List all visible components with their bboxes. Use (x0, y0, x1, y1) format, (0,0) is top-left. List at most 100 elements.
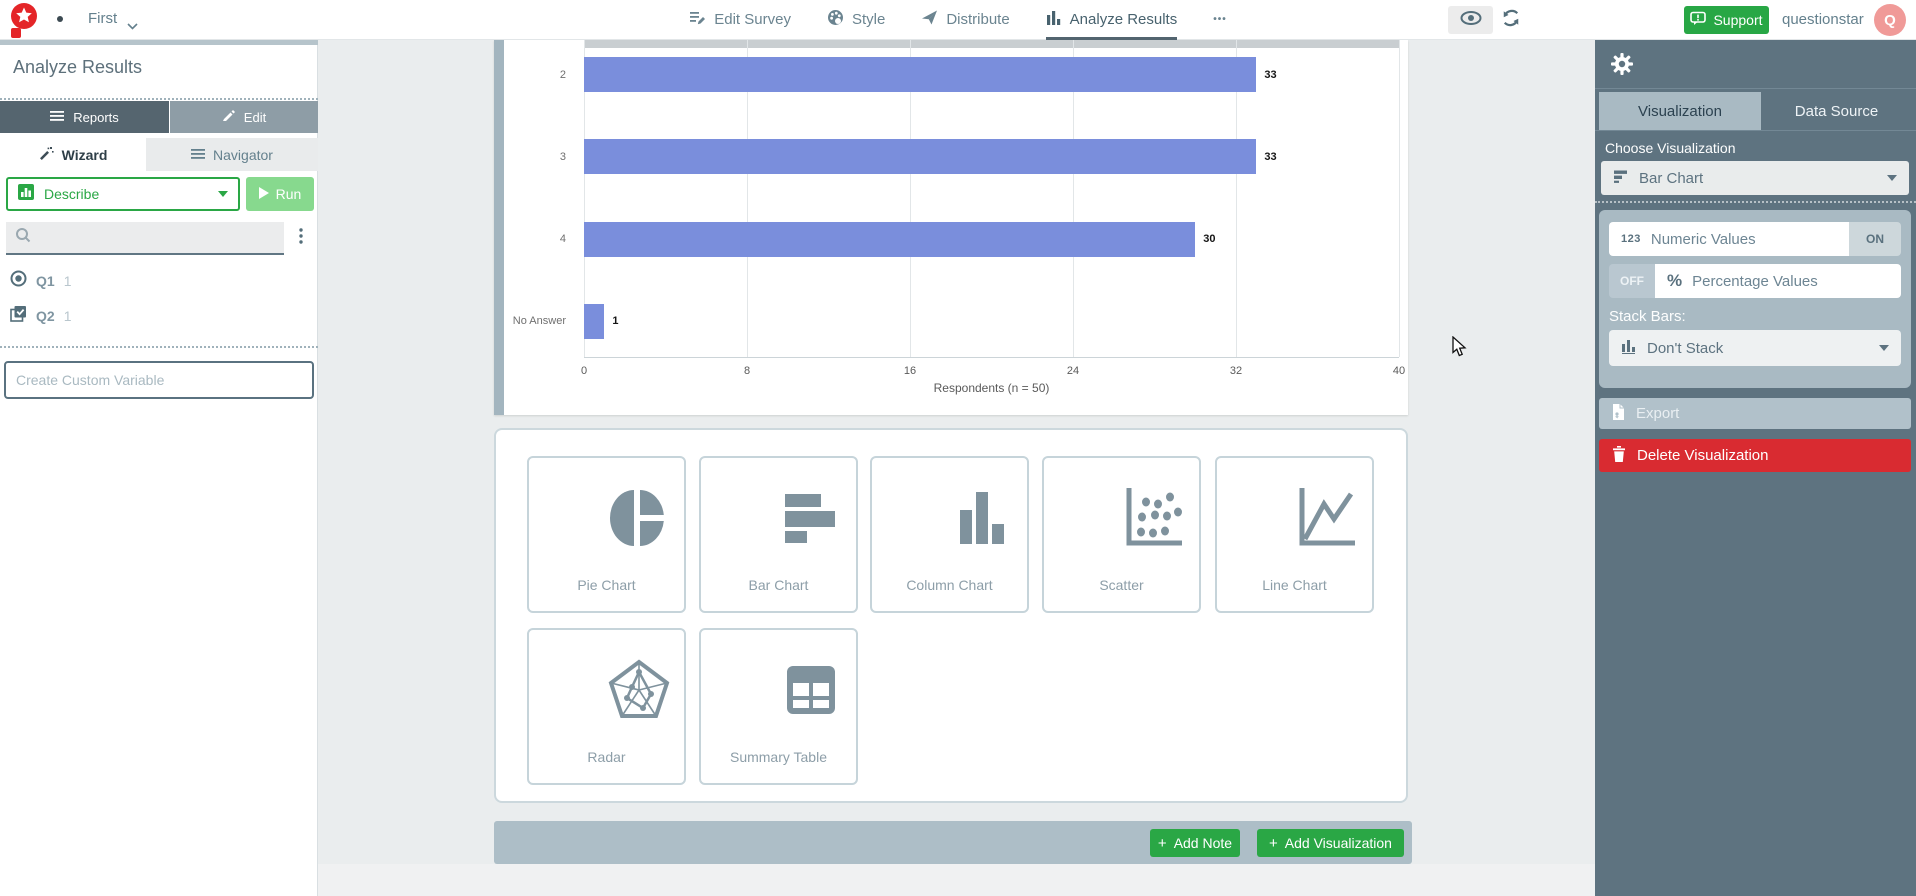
reports-button[interactable]: Reports (0, 101, 169, 133)
stacked-bars-icon (1621, 338, 1637, 359)
add-visualization-button[interactable]: + Add Visualization (1257, 829, 1404, 857)
refresh-button[interactable] (1498, 8, 1524, 32)
run-button[interactable]: Run (246, 177, 314, 211)
gridline (584, 40, 585, 357)
paper-plane-icon (921, 9, 938, 30)
bar-value-label: 33 (1264, 68, 1277, 81)
export-label: Export (1636, 405, 1680, 422)
checkbox-question-icon (10, 305, 27, 327)
x-tick-label: 40 (1392, 365, 1406, 377)
divider (0, 346, 318, 348)
tab-wizard[interactable]: Wizard (0, 138, 146, 171)
tile-summary-table[interactable]: Summary Table (699, 628, 858, 785)
card-accent-strip (494, 40, 504, 415)
panel-tab-visualization[interactable]: Visualization (1599, 92, 1761, 130)
sidebar-top-strip (0, 40, 318, 45)
tab-style[interactable]: Style (827, 0, 885, 40)
tab-more[interactable]: ••• (1213, 0, 1227, 40)
file-icon (1612, 403, 1625, 424)
percentage-values-label: Percentage Values (1692, 272, 1818, 290)
search-icon (15, 227, 31, 248)
delete-visualization-button[interactable]: Delete Visualization (1599, 439, 1911, 472)
tab-navigator[interactable]: Navigator (146, 138, 318, 171)
gridline (747, 40, 748, 357)
tile-label: Scatter (1099, 577, 1144, 593)
tab-label: Analyze Results (1069, 11, 1178, 28)
gridline (910, 40, 911, 357)
tile-column-chart[interactable]: Column Chart (870, 456, 1029, 613)
bar-chart-icon (1046, 10, 1062, 30)
support-label: Support (1713, 12, 1763, 28)
edit-button[interactable]: Edit (170, 101, 318, 133)
panel-tab-label: Data Source (1794, 102, 1879, 120)
percentage-values-row: % Percentage Values (1655, 264, 1901, 298)
tile-line-chart[interactable]: Line Chart (1215, 456, 1374, 613)
radio-question-icon (10, 270, 27, 292)
category-label: 3 (559, 150, 566, 163)
edit-label: Edit (243, 109, 267, 125)
tile-scatter[interactable]: Scatter (1042, 456, 1201, 613)
reports-label: Reports (73, 109, 119, 125)
question-count: 1 (63, 308, 72, 324)
panel-tab-data-source[interactable]: Data Source (1761, 92, 1912, 130)
percentage-values-state[interactable]: OFF (1609, 264, 1655, 298)
tile-label: Line Chart (1262, 577, 1327, 593)
navigator-label: Navigator (213, 146, 273, 163)
stack-bars-select[interactable]: Don't Stack (1609, 330, 1901, 366)
analysis-type-select[interactable]: Describe (6, 177, 240, 211)
stack-bars-label: Stack Bars: (1609, 308, 1686, 325)
gridline (1399, 40, 1400, 357)
add-note-button[interactable]: + Add Note (1150, 829, 1240, 857)
visualization-settings-panel: Visualization Data Source Choose Visuali… (1595, 40, 1916, 896)
tile-label: Column Chart (906, 577, 993, 593)
numeric-values-toggle[interactable]: 123 Numeric Values ON (1609, 222, 1901, 256)
bar-2 (584, 57, 1257, 92)
numeric-values-state[interactable]: ON (1849, 222, 1901, 256)
create-custom-variable-input[interactable] (4, 361, 314, 399)
preview-button[interactable] (1448, 6, 1493, 34)
tile-pie-chart[interactable]: Pie Chart (527, 456, 686, 613)
question-search[interactable] (6, 222, 284, 255)
tile-label: Summary Table (729, 749, 827, 765)
workspace-bullet (57, 16, 63, 22)
percentage-values-toggle[interactable]: OFF % Percentage Values (1609, 264, 1901, 298)
tab-analyze-results[interactable]: Analyze Results (1045, 0, 1178, 40)
question-row-q2[interactable]: Q2 1 (0, 303, 318, 329)
sidebar-title: Analyze Results (13, 57, 143, 77)
gridline (1073, 40, 1074, 357)
mouse-cursor (1452, 335, 1467, 362)
x-tick-label: 32 (1229, 365, 1243, 377)
plus-icon: + (1157, 834, 1167, 852)
plus-icon: + (1269, 834, 1278, 852)
export-button[interactable]: Export (1599, 398, 1911, 429)
magic-wand-icon (39, 146, 54, 164)
bar-no-answer (584, 303, 605, 339)
wizard-label: Wizard (61, 146, 108, 163)
search-input[interactable] (39, 229, 275, 246)
visualization-type-select[interactable]: Bar Chart (1601, 161, 1909, 195)
numeric-icon: 123 (1621, 233, 1641, 245)
edit-survey-icon (689, 9, 706, 30)
category-label: 2 (559, 68, 566, 81)
chevron-down-icon[interactable] (127, 17, 138, 35)
bar-4 (584, 221, 1196, 257)
tile-label: Bar Chart (748, 577, 809, 593)
support-button[interactable]: Support (1684, 6, 1769, 34)
question-menu-button[interactable] (288, 222, 314, 255)
workspace-name[interactable]: First (88, 10, 118, 27)
tile-bar-chart[interactable]: Bar Chart (699, 456, 858, 613)
avatar[interactable]: Q (1874, 4, 1906, 36)
tab-edit-survey[interactable]: Edit Survey (689, 0, 791, 40)
tab-distribute[interactable]: Distribute (921, 0, 1010, 40)
panel-settings-button[interactable] (1611, 53, 1633, 80)
gear-icon (1611, 53, 1633, 79)
chart-type-picker: Pie Chart Bar Chart Column Chart (494, 428, 1408, 803)
bar-3 (584, 139, 1257, 175)
visualization-type-value: Bar Chart (1639, 169, 1704, 187)
tile-label: Pie Chart (577, 577, 636, 593)
question-row-q1[interactable]: Q1 1 (0, 268, 318, 294)
kebab-icon (299, 228, 303, 249)
tile-radar[interactable]: Radar (527, 628, 686, 785)
caret-down-icon (1879, 345, 1889, 351)
percent-icon: % (1667, 271, 1683, 290)
